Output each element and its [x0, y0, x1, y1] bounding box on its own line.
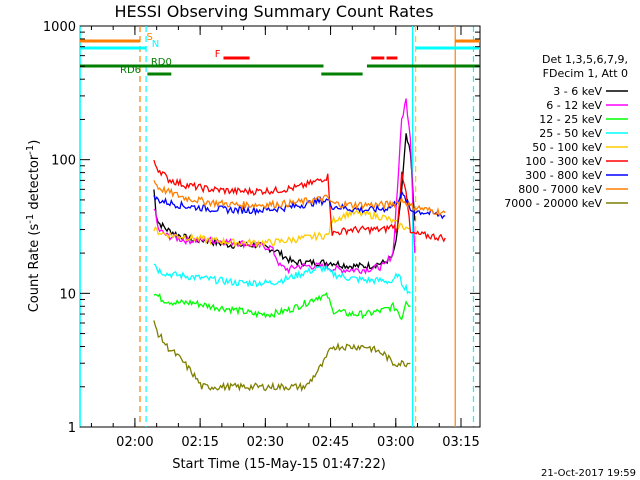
series-line: [153, 292, 411, 321]
legend-item-label: 12 - 25 keV: [539, 113, 602, 126]
x-axis-label: Start Time (15-May-15 01:47:22): [172, 457, 386, 472]
legend-item-label: 25 - 50 keV: [539, 127, 602, 140]
y-axis-label-exp2: -1: [25, 145, 36, 155]
legend-item-label: 100 - 300 keV: [525, 155, 602, 168]
y-axis-ticks: 1 10 100 1000: [43, 20, 480, 436]
x-tick-label: 02:00: [116, 435, 153, 450]
x-tick-label: 03:15: [442, 435, 479, 450]
legend-item-label: 300 - 800 keV: [525, 169, 602, 182]
x-tick-label: 03:00: [377, 435, 414, 450]
legend-item-label: 50 - 100 keV: [532, 141, 602, 154]
legend-header-line-1: Det 1,3,5,6,7,9,: [542, 53, 628, 66]
timestamp: 21-Oct-2017 19:59: [541, 468, 636, 479]
y-axis-label-main: Count Rate (s: [27, 224, 42, 313]
flag-bars: SN F RD0 RD6: [80, 32, 480, 76]
legend-item-label: 7000 - 20000 keV: [504, 197, 602, 210]
flag-label-s: S: [147, 32, 153, 43]
series-line: [153, 189, 446, 220]
y-axis-label-close: ): [27, 140, 42, 145]
data-series: [153, 98, 446, 393]
legend-item-label: 3 - 6 keV: [553, 85, 602, 98]
x-axis-ticks: 02:00 02:15 02:30 02:45 03:00 03:15: [90, 26, 480, 450]
legend-item-label: 800 - 7000 keV: [518, 183, 602, 196]
y-axis-label-mid: detector: [27, 154, 42, 214]
flag-label-rd6: RD6: [120, 65, 141, 76]
legend: Det 1,3,5,6,7,9, FDecim 1, Att 0 3 - 6 k…: [504, 53, 628, 210]
y-tick-label: 1: [68, 421, 76, 436]
chart-title: HESSI Observing Summary Count Rates: [114, 2, 433, 21]
x-tick-label: 02:45: [312, 435, 349, 450]
x-tick-label: 02:15: [181, 435, 218, 450]
y-tick-label: 100: [51, 154, 76, 169]
flag-label-rd0: RD0: [151, 57, 172, 68]
series-line: [153, 263, 411, 295]
series-line: [153, 159, 446, 243]
flag-label-n: N: [152, 39, 159, 50]
legend-header-line-2: FDecim 1, Att 0: [543, 67, 628, 80]
y-tick-label: 10: [59, 287, 76, 302]
series-line: [153, 133, 416, 272]
legend-item-label: 6 - 12 keV: [546, 99, 602, 112]
y-axis-label-exp1: -1: [25, 214, 36, 224]
flag-label-f: F: [215, 49, 221, 60]
y-axis-label: Count Rate (s-1 detector-1): [25, 140, 42, 313]
y-tick-label: 1000: [43, 20, 76, 35]
series-line: [153, 320, 411, 393]
series-line: [153, 207, 411, 248]
vertical-event-lines: [79, 26, 475, 427]
x-tick-label: 02:30: [247, 435, 284, 450]
series-line: [153, 179, 446, 217]
